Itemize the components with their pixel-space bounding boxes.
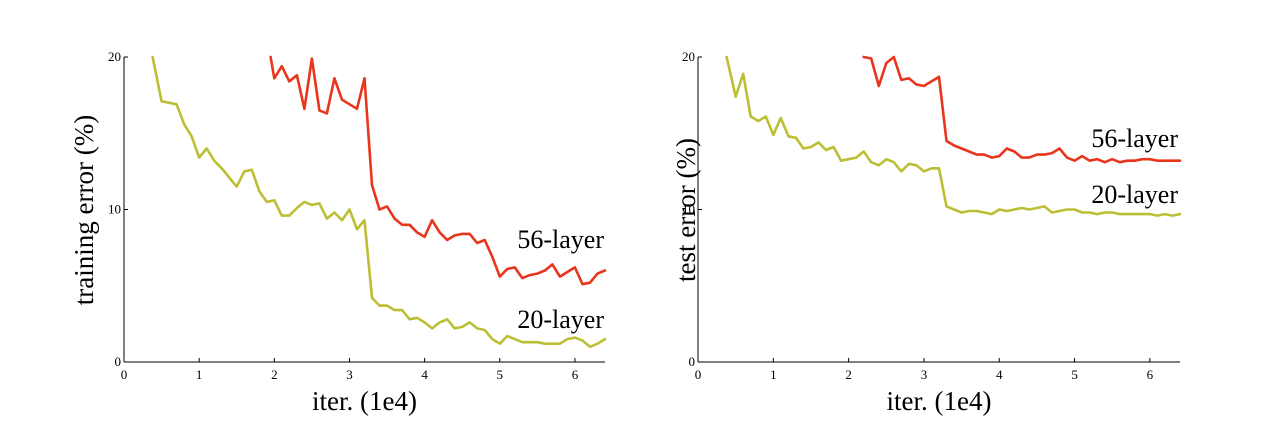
y-axis-label: training error (%) [69,115,99,305]
series-line-20-layer [725,55,1182,217]
chart-1: 0 1 2 3 4 5 6 0 10 20 iter. (1e4) training error (%… [69,49,607,416]
x-axis-label: iter. (1e4) [887,386,992,416]
x-tick-label: 5 [1071,367,1078,382]
y-tick-label: 0 [689,354,696,369]
x-tick-label: 1 [196,367,203,382]
series-label: 56-layer [517,225,604,254]
x-tick-label: 2 [271,367,278,382]
y-tick-label: 20 [108,49,121,64]
y-tick-label: 0 [115,354,122,369]
x-axis-label: iter. (1e4) [312,386,417,416]
x-tick-label: 6 [572,367,579,382]
x-tick-label: 4 [421,367,428,382]
x-tick-label: 0 [695,367,702,382]
series-line-20-layer [151,55,607,349]
series-line-56-layer [269,55,607,286]
x-tick-label: 0 [121,367,128,382]
series-label: 20-layer [1091,180,1178,209]
x-tick-label: 3 [346,367,353,382]
x-tick-label: 3 [921,367,928,382]
series-line-56-layer [862,55,1182,164]
series-label: 56-layer [1091,124,1178,153]
x-tick-label: 6 [1147,367,1154,382]
x-tick-label: 4 [996,367,1003,382]
chart-2: 0 1 2 3 4 5 6 0 10 20 iter. (1e4) test error (%) 56-… [671,49,1182,416]
x-tick-label: 5 [497,367,504,382]
y-tick-label: 20 [682,49,695,64]
x-tick-label: 2 [845,367,852,382]
series-label: 20-layer [517,305,604,334]
y-axis-label: test error (%) [671,138,701,282]
y-tick-label: 10 [108,202,121,217]
x-tick-label: 1 [770,367,777,382]
y-tick-label: 10 [682,202,695,217]
